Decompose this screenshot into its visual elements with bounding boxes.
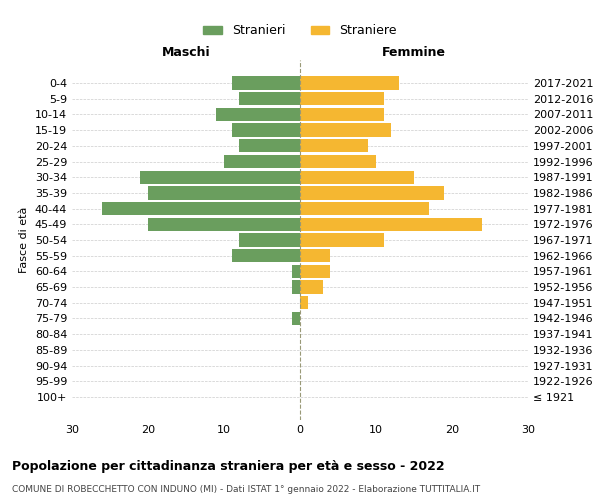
Bar xyxy=(232,124,300,137)
Bar xyxy=(300,202,429,215)
Bar xyxy=(292,280,300,294)
Bar xyxy=(300,296,308,310)
Bar xyxy=(292,264,300,278)
Bar xyxy=(300,76,399,90)
Bar xyxy=(224,155,300,168)
Text: Maschi: Maschi xyxy=(161,46,211,60)
Bar xyxy=(300,280,323,294)
Bar xyxy=(300,264,331,278)
Bar xyxy=(103,202,300,215)
Bar xyxy=(300,139,368,152)
Bar xyxy=(300,218,482,231)
Y-axis label: Fasce di età: Fasce di età xyxy=(19,207,29,273)
Text: Femmine: Femmine xyxy=(382,46,446,60)
Text: Popolazione per cittadinanza straniera per età e sesso - 2022: Popolazione per cittadinanza straniera p… xyxy=(12,460,445,473)
Text: COMUNE DI ROBECCHETTO CON INDUNO (MI) - Dati ISTAT 1° gennaio 2022 - Elaborazion: COMUNE DI ROBECCHETTO CON INDUNO (MI) - … xyxy=(12,485,480,494)
Bar xyxy=(300,92,383,106)
Bar xyxy=(217,108,300,121)
Bar xyxy=(239,234,300,246)
Bar xyxy=(300,155,376,168)
Bar xyxy=(239,139,300,152)
Bar xyxy=(232,249,300,262)
Bar xyxy=(300,124,391,137)
Bar xyxy=(148,186,300,200)
Legend: Stranieri, Straniere: Stranieri, Straniere xyxy=(198,20,402,42)
Bar xyxy=(300,186,445,200)
Bar xyxy=(300,234,383,246)
Bar xyxy=(300,170,414,184)
Bar xyxy=(140,170,300,184)
Bar xyxy=(300,108,383,121)
Bar xyxy=(292,312,300,325)
Bar xyxy=(148,218,300,231)
Bar xyxy=(300,249,331,262)
Bar xyxy=(239,92,300,106)
Bar xyxy=(232,76,300,90)
